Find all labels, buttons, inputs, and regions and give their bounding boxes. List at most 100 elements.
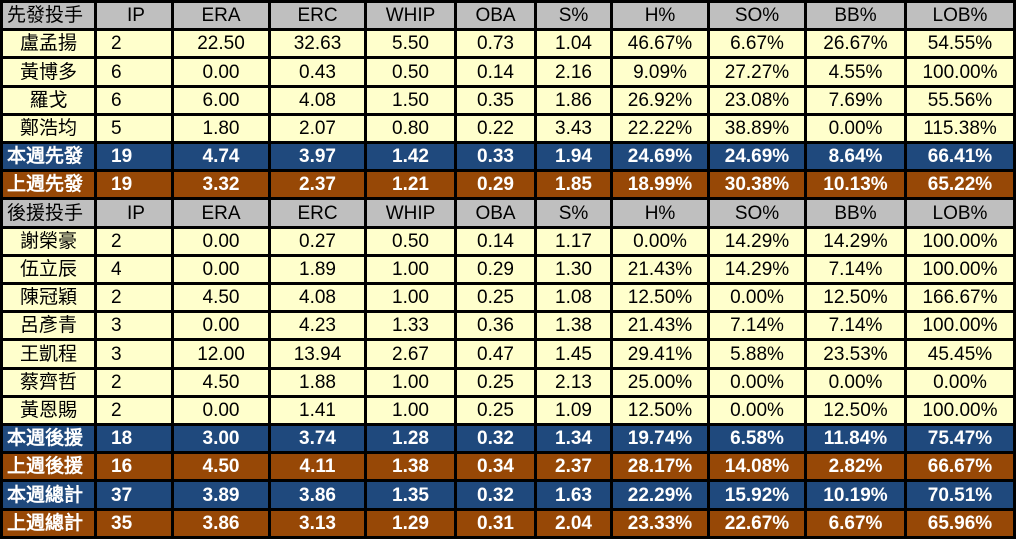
column-header: ERC [271,0,367,32]
stat-cell: 3 [97,341,174,370]
table-row: 羅戈 6 6.00 4.08 1.50 0.35 1.86 26.92% 23.08% 7.69%… [0,87,1016,116]
summary-stat-cell: 4.74 [174,144,271,173]
summary-stat-cell: 70.51% [907,482,1016,511]
stat-cell: 2.07 [271,115,367,145]
stat-cell: 0.27 [271,228,367,257]
stat-cell: 1.00 [367,369,457,398]
summary-stat-cell: 19 [97,144,174,173]
summary-stat-cell: 0.32 [457,426,537,455]
stat-cell: 166.67% [907,285,1016,314]
summary-label: 本週後援 [0,426,97,455]
table-row: 蔡齊哲 2 4.50 1.88 1.00 0.25 2.13 25.00% 0.00% 0.00%… [0,369,1016,398]
column-header: LOB% [907,200,1016,229]
stat-cell: 7.14% [710,313,807,342]
stat-cell: 14.29% [807,228,907,257]
stat-cell: 0.00% [807,115,907,145]
summary-stat-cell: 1.42 [367,144,457,173]
summary-stat-cell: 23.33% [613,510,710,539]
player-name: 鄭浩均 [0,115,97,145]
summary-stat-cell: 28.17% [613,454,710,483]
stat-cell: 0.00% [907,369,1016,398]
stat-cell: 5.50 [367,31,457,60]
summary-stat-cell: 1.94 [537,144,613,173]
column-header: SO% [710,200,807,229]
stat-cell: 1.04 [537,31,613,60]
summary-stat-cell: 3.97 [271,144,367,173]
stat-cell: 100.00% [907,313,1016,342]
column-header: S% [537,200,613,229]
summary-stat-cell: 66.67% [907,454,1016,483]
summary-stat-cell: 18.99% [613,172,710,201]
stat-cell: 100.00% [907,397,1016,427]
stat-cell: 0.00% [710,369,807,398]
stat-cell: 115.38% [907,115,1016,145]
stat-cell: 0.14 [457,59,537,88]
stat-cell: 1.88 [271,369,367,398]
starters-last-week-row: 上週先發 19 3.32 2.37 1.21 0.29 1.85 18.99% 30.38% 10… [0,172,1016,201]
summary-stat-cell: 24.69% [613,144,710,173]
stat-cell: 12.50% [613,285,710,314]
player-name: 黃恩賜 [0,397,97,427]
stat-cell: 0.47 [457,341,537,370]
summary-stat-cell: 1.21 [367,172,457,201]
stat-cell: 2 [97,31,174,60]
stat-cell: 4 [97,256,174,286]
summary-stat-cell: 75.47% [907,426,1016,455]
player-name: 謝榮豪 [0,228,97,257]
summary-stat-cell: 1.28 [367,426,457,455]
summary-stat-cell: 3.86 [271,482,367,511]
stat-cell: 100.00% [907,59,1016,88]
relievers-header-row: 後援投手 IP ERA ERC WHIP OBA S% H% SO% BB% LOB% [0,200,1016,229]
summary-stat-cell: 10.13% [807,172,907,201]
summary-stat-cell: 2.82% [807,454,907,483]
summary-stat-cell: 24.69% [710,144,807,173]
totals-this-week-row: 本週總計 37 3.89 3.86 1.35 0.32 1.63 22.29% 15.92% 10… [0,482,1016,511]
table-row: 陳冠穎 2 4.50 4.08 1.00 0.25 1.08 12.50% 0.00% 12.50… [0,285,1016,314]
player-name: 陳冠穎 [0,285,97,314]
stat-cell: 1.45 [537,341,613,370]
stat-cell: 1.80 [174,115,271,145]
stat-cell: 0.00% [807,369,907,398]
summary-stat-cell: 1.34 [537,426,613,455]
stat-cell: 1.89 [271,256,367,286]
player-name: 王凱程 [0,341,97,370]
summary-stat-cell: 1.85 [537,172,613,201]
stat-cell: 6 [97,59,174,88]
summary-stat-cell: 0.34 [457,454,537,483]
column-header: SO% [710,0,807,32]
starters-header-row: 先發投手 IP ERA ERC WHIP OBA S% H% SO% BB% LOB% [0,0,1016,32]
stat-cell: 5 [97,115,174,145]
stat-cell: 2.13 [537,369,613,398]
column-header: IP [97,200,174,229]
summary-label: 上週總計 [0,510,97,539]
summary-stat-cell: 1.63 [537,482,613,511]
summary-stat-cell: 3.74 [271,426,367,455]
summary-stat-cell: 10.19% [807,482,907,511]
stat-cell: 2 [97,228,174,257]
player-name: 羅戈 [0,87,97,116]
summary-stat-cell: 3.32 [174,172,271,201]
summary-stat-cell: 6.67% [807,510,907,539]
player-name: 蔡齊哲 [0,369,97,398]
stat-cell: 9.09% [613,59,710,88]
player-name: 呂彥青 [0,313,97,342]
stat-cell: 23.08% [710,87,807,116]
stat-cell: 0.00 [174,256,271,286]
column-header: LOB% [907,0,1016,32]
player-name: 盧孟揚 [0,31,97,60]
column-header-section: 後援投手 [0,200,97,229]
stat-cell: 0.00 [174,228,271,257]
starters-this-week-row: 本週先發 19 4.74 3.97 1.42 0.33 1.94 24.69% 24.69% 8.… [0,144,1016,173]
summary-label: 本週總計 [0,482,97,511]
stat-cell: 1.08 [537,285,613,314]
summary-label: 上週先發 [0,172,97,201]
stat-cell: 23.53% [807,341,907,370]
stat-cell: 12.50% [807,397,907,427]
stat-cell: 1.00 [367,285,457,314]
column-header: ERC [271,200,367,229]
stat-cell: 38.89% [710,115,807,145]
stat-cell: 1.33 [367,313,457,342]
stat-cell: 21.43% [613,256,710,286]
stat-cell: 0.00 [174,313,271,342]
